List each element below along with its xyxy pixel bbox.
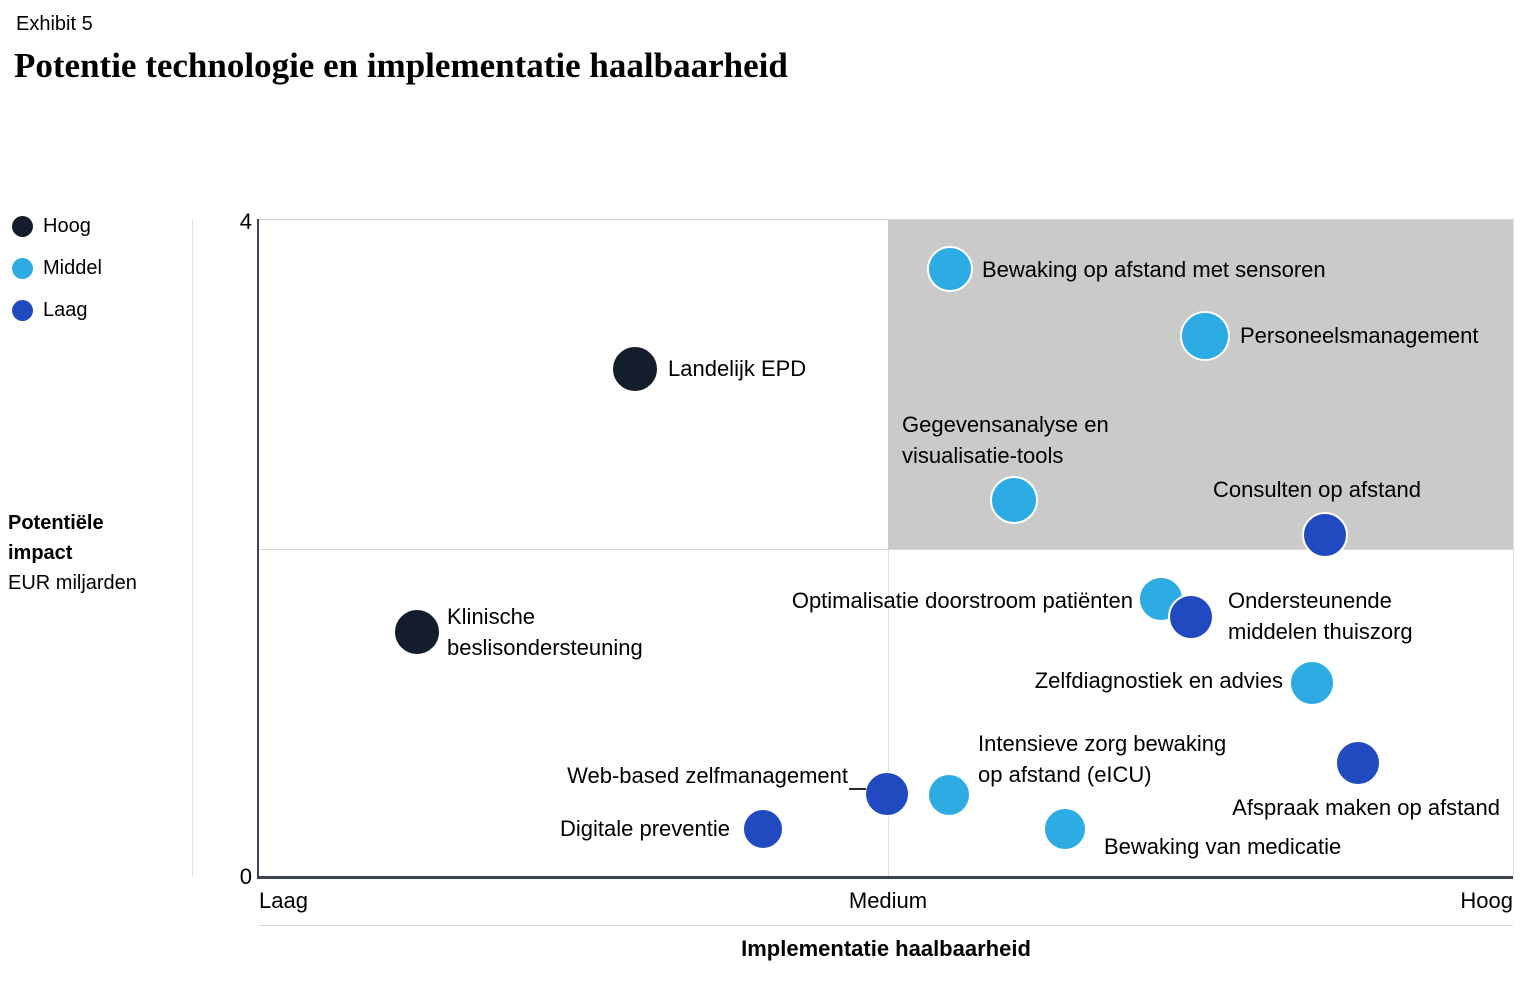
personeelsmanagement-label: Personeelsmanagement	[1240, 323, 1479, 348]
y-axis-tick-max: 4	[239, 209, 252, 234]
digitale-preventie-bubble	[742, 808, 784, 850]
web-based-zelfmanagement-bubble	[864, 771, 910, 817]
afspraak-maken-op-afstand-bubble	[1335, 740, 1381, 786]
legend-item-middel: Middel	[12, 255, 102, 281]
optimalisatie-doorstroom-patienten-label: Optimalisatie doorstroom patiënten	[791, 588, 1133, 613]
legend-label-hoog: Hoog	[43, 214, 91, 237]
gegevensanalyse-en-visualisatie-tools-bubble	[990, 476, 1038, 524]
consulten-op-afstand-label: Consulten op afstand	[1213, 477, 1421, 502]
web-based-zelfmanagement-leader-line	[849, 788, 866, 790]
tick-baseline	[259, 925, 1513, 926]
landelijk-epd-label: Landelijk EPD	[668, 356, 807, 381]
landelijk-epd-bubble	[611, 345, 659, 393]
plot-area	[259, 219, 1514, 878]
digitale-preventie-label: Digitale preventie	[560, 816, 730, 841]
legend-label-middel: Middel	[43, 256, 102, 279]
web-based-zelfmanagement-label: Web-based zelfmanagement	[567, 763, 848, 788]
legend-dot-hoog-icon	[12, 215, 33, 237]
exhibit-label: Exhibit 5	[16, 13, 93, 35]
klinische-beslisondersteuning-bubble	[393, 608, 441, 656]
quadrant-midline	[259, 549, 1513, 550]
y-axis-title-line1: Potentiële	[8, 512, 104, 534]
consulten-op-afstand-bubble	[1302, 512, 1348, 558]
x-axis-line	[257, 876, 1513, 879]
legend-item-laag: Laag	[12, 297, 88, 323]
zelfdiagnostiek-en-advies-bubble	[1289, 660, 1335, 706]
afspraak-maken-op-afstand-label: Afspraak maken op afstand	[1232, 795, 1500, 820]
y-axis-title-line2: impact	[8, 542, 73, 564]
bewaking-van-medicatie-label: Bewaking van medicatie	[1104, 834, 1342, 859]
y-axis-title: Potentiële impact EUR miljarden	[8, 508, 137, 598]
x-axis-title: Implementatie haalbaarheid	[741, 936, 1031, 961]
x-axis-tick-medium: Medium	[848, 888, 928, 913]
legend-dot-laag-icon	[12, 299, 33, 321]
gegevensanalyse-en-visualisatie-tools-label: Gegevensanalyse en visualisatie-tools	[902, 412, 1109, 468]
x-axis-tick-hoog: Hoog	[1460, 888, 1513, 913]
legend-item-hoog: Hoog	[12, 213, 91, 239]
page-title: Potentie technologie en implementatie ha…	[14, 46, 788, 85]
legend-label-laag: Laag	[43, 298, 88, 321]
legend-dot-middel-icon	[12, 257, 33, 279]
y-axis-tick-min: 0	[239, 864, 252, 889]
x-axis-tick-laag: Laag	[259, 888, 308, 913]
y-axis-line	[257, 219, 259, 879]
personeelsmanagement-bubble	[1180, 311, 1230, 361]
klinische-beslisondersteuning-label: Klinische beslisondersteuning	[447, 604, 643, 660]
bewaking-van-medicatie-bubble	[1043, 807, 1087, 851]
ondersteunende-middelen-thuiszorg-label: Ondersteunende middelen thuiszorg	[1228, 588, 1413, 644]
y-axis-title-line3: EUR miljarden	[8, 572, 137, 594]
left-guide-line	[192, 219, 193, 877]
bewaking-op-afstand-met-sensoren-label: Bewaking op afstand met sensoren	[982, 257, 1326, 282]
bewaking-op-afstand-met-sensoren-bubble	[927, 246, 973, 292]
intensieve-zorg-bewaking-op-afstand-eicu-bubble	[927, 773, 971, 817]
intensieve-zorg-bewaking-op-afstand-eicu-label: Intensieve zorg bewaking op afstand (eICU…	[978, 731, 1227, 787]
zelfdiagnostiek-en-advies-label: Zelfdiagnostiek en advies	[1034, 668, 1283, 693]
ondersteunende-middelen-thuiszorg-bubble	[1168, 594, 1214, 640]
quadrant-divider	[888, 550, 889, 878]
